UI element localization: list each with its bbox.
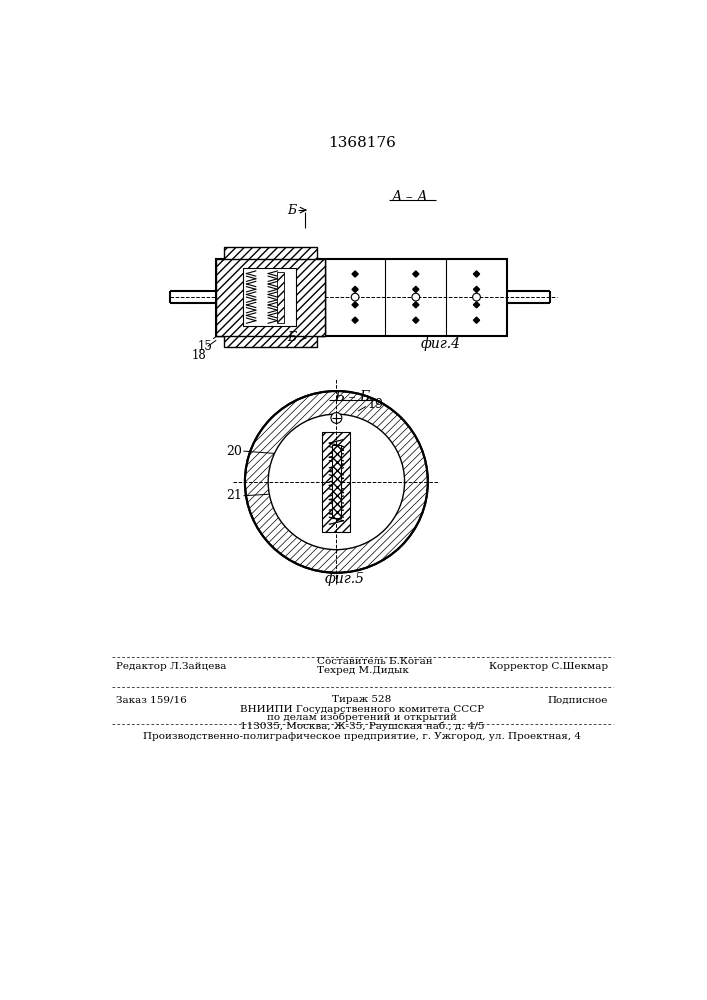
Text: Корректор С.Шекмар: Корректор С.Шекмар — [489, 662, 607, 671]
Bar — [332, 445, 341, 518]
Text: Редактор Л.Зайцева: Редактор Л.Зайцева — [115, 662, 226, 671]
Text: Тираж 528: Тираж 528 — [332, 695, 392, 704]
Bar — [332, 445, 341, 518]
Text: 1368176: 1368176 — [328, 136, 396, 150]
Polygon shape — [352, 271, 358, 277]
Text: фиг.4: фиг.4 — [421, 336, 461, 351]
Polygon shape — [413, 302, 419, 308]
Text: по делам изобретений и открытий: по делам изобретений и открытий — [267, 713, 457, 722]
Text: Б – Б: Б – Б — [334, 390, 370, 404]
Bar — [243, 268, 296, 326]
Polygon shape — [352, 286, 358, 292]
Circle shape — [412, 293, 420, 301]
Circle shape — [268, 414, 404, 550]
Text: Подписное: Подписное — [547, 695, 607, 704]
Bar — [216, 259, 325, 336]
Text: А – А: А – А — [392, 190, 428, 204]
Circle shape — [331, 413, 341, 423]
Circle shape — [351, 293, 359, 301]
Text: Заказ 159/16: Заказ 159/16 — [115, 695, 186, 704]
Text: 20: 20 — [226, 445, 242, 458]
Bar — [322, 432, 351, 532]
Text: Б: Б — [288, 204, 297, 217]
Circle shape — [245, 391, 428, 573]
Text: Б: Б — [288, 331, 297, 344]
Polygon shape — [474, 286, 479, 292]
Polygon shape — [413, 286, 419, 292]
Text: 18: 18 — [192, 349, 206, 362]
Polygon shape — [474, 271, 479, 277]
Polygon shape — [413, 271, 419, 277]
Text: 113035, Москва, Ж-35, Раушская наб., д. 4/5: 113035, Москва, Ж-35, Раушская наб., д. … — [240, 721, 484, 731]
Circle shape — [473, 293, 480, 301]
Text: 15: 15 — [197, 340, 212, 353]
Text: ВНИИПИ Государственного комитета СССР: ВНИИПИ Государственного комитета СССР — [240, 705, 484, 714]
Text: 19: 19 — [368, 398, 383, 411]
Text: фиг.5: фиг.5 — [324, 571, 364, 586]
Text: Составитель Б.Коган: Составитель Б.Коган — [317, 657, 433, 666]
Bar — [224, 247, 317, 347]
Polygon shape — [474, 317, 479, 323]
Polygon shape — [474, 302, 479, 308]
Polygon shape — [413, 317, 419, 323]
Bar — [216, 259, 507, 336]
Bar — [216, 259, 325, 336]
Text: Производственно-полиграфическое предприятие, г. Ужгород, ул. Проектная, 4: Производственно-полиграфическое предприя… — [143, 732, 581, 741]
Polygon shape — [352, 302, 358, 308]
Text: Техред М.Дидык: Техред М.Дидык — [317, 666, 409, 675]
Bar — [277, 272, 284, 323]
Text: 21: 21 — [226, 489, 242, 502]
Polygon shape — [352, 317, 358, 323]
